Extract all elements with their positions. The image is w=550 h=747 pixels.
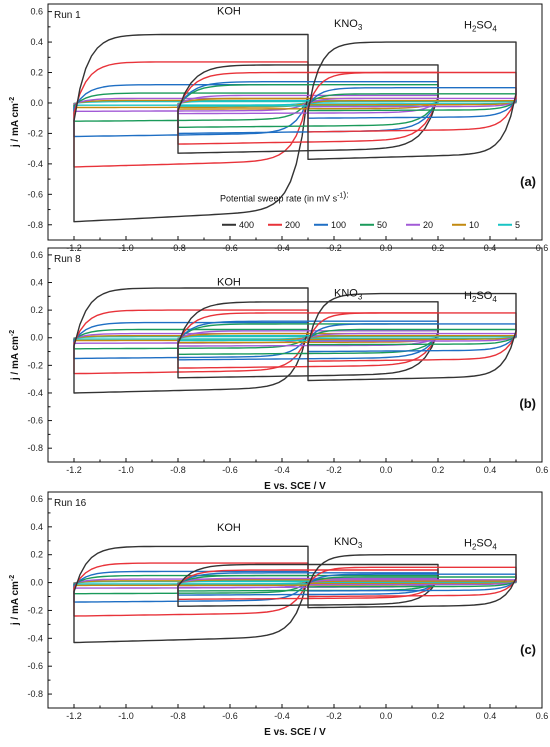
x-tick-label: 0.6	[536, 465, 549, 475]
panel-letter: (b)	[519, 396, 536, 411]
plot-frame	[47, 247, 543, 463]
electrolyte-label: KNO3	[334, 287, 363, 301]
y-tick-label: -0.8	[27, 689, 43, 699]
cv-loop-h2so4-series-7	[307, 101, 517, 105]
y-tick-label: 0.2	[30, 550, 43, 560]
y-tick-label: 0.4	[30, 37, 43, 47]
y-tick-label: -0.6	[27, 189, 43, 199]
y-tick-label: 0.6	[30, 7, 43, 17]
electrolyte-label: KNO3	[334, 18, 363, 32]
y-tick-label: -0.2	[27, 360, 43, 370]
electrolyte-label: KNO3	[334, 536, 363, 550]
legend-entry-label: 200	[285, 220, 300, 230]
x-tick-label: -1.0	[118, 711, 134, 721]
chart-panel-3: -1.2 -1.0 -0.8 -0.6 -0.4 -0.2 0.0 0.2 0.4 0.6 -0.8…	[9, 491, 549, 738]
cv-loop-koh-series-1	[73, 287, 309, 394]
chart-panel-2: -1.2 -1.0 -0.8 -0.6 -0.4 -0.2 0.0 0.2 0.4 0.6 -0.8…	[9, 247, 549, 492]
x-tick-label: -0.2	[326, 465, 342, 475]
legend-entry-label: 50	[377, 220, 387, 230]
y-tick-label: -0.4	[27, 159, 43, 169]
y-axis-title: j / mA cm-2	[9, 97, 21, 148]
x-tick-label: 0.4	[484, 465, 497, 475]
panel-letter: (a)	[520, 174, 536, 189]
cv-loop-h2so4-series-1	[307, 41, 517, 160]
y-tick-label: -0.6	[27, 661, 43, 671]
x-tick-label: -0.8	[170, 711, 186, 721]
x-tick-label: -0.4	[274, 711, 290, 721]
y-tick-label: 0.6	[30, 250, 43, 260]
cv-loop-koh-series-3	[73, 84, 309, 138]
y-tick-label: 0.0	[30, 578, 43, 588]
x-tick-label: -0.8	[170, 465, 186, 475]
legend-entry-label: 5	[515, 220, 520, 230]
x-tick-label: -0.4	[274, 465, 290, 475]
cv-loop-kno3-series-1	[177, 301, 439, 379]
x-tick-label: -0.6	[222, 711, 238, 721]
x-axis-title: E vs. SCE / V	[264, 727, 326, 738]
cv-loop-h2so4-series-1	[307, 554, 517, 609]
y-tick-label: 0.0	[30, 333, 43, 343]
y-tick-label: 0.0	[30, 98, 43, 108]
cv-loop-kno3-series-1	[177, 64, 439, 154]
x-tick-label: 0.2	[432, 711, 445, 721]
electrolyte-label: KOH	[217, 522, 241, 534]
plot-frame	[47, 3, 543, 241]
cv-curves	[73, 287, 517, 394]
electrolyte-label: H2SO4	[464, 290, 497, 304]
y-axis-title: j / mA cm-2	[9, 330, 21, 381]
y-tick-label: -0.6	[27, 416, 43, 426]
plot-frame	[47, 491, 543, 709]
x-axis-title: E vs. SCE / V	[264, 481, 326, 492]
legend-entry-label: 400	[239, 220, 254, 230]
run-label: Run 8	[54, 254, 81, 265]
cv-curves	[73, 33, 517, 223]
panel-letter: (c)	[520, 642, 536, 657]
cv-loop-h2so4-series-6	[307, 335, 517, 341]
electrolyte-label: KOH	[217, 276, 241, 288]
y-tick-label: -0.2	[27, 128, 43, 138]
x-tick-label: 0.2	[432, 465, 445, 475]
x-tick-label: -1.0	[118, 465, 134, 475]
cv-loop-koh-series-1	[73, 33, 309, 223]
run-label: Run 16	[54, 498, 87, 509]
legend-entry-label: 10	[469, 220, 479, 230]
x-tick-label: 0.0	[380, 465, 393, 475]
x-tick-label: 0.6	[536, 711, 549, 721]
x-tick-label: -0.6	[222, 465, 238, 475]
electrolyte-label: KOH	[217, 6, 241, 18]
x-tick-label: 0.4	[484, 711, 497, 721]
cv-loop-h2so4-series-2	[307, 71, 517, 133]
cv-loop-h2so4-series-1	[307, 292, 517, 382]
run-label: Run 1	[54, 10, 81, 21]
electrolyte-label: H2SO4	[464, 19, 497, 33]
y-tick-label: 0.4	[30, 522, 43, 532]
cv-loop-h2so4-series-3	[307, 87, 517, 119]
electrolyte-label: H2SO4	[464, 537, 497, 551]
y-tick-label: -0.2	[27, 605, 43, 615]
chart-panel-1: -1.2 -1.0 -0.8 -0.6 -0.4 -0.2 0.0 0.2 0.4 0.6-0.8…	[9, 3, 548, 253]
legend: Potential sweep rate (in mV s-1): 400 200 1…	[220, 189, 520, 229]
legend-entry-label: 100	[331, 220, 346, 230]
y-tick-label: -0.8	[27, 443, 43, 453]
legend-entry-label: 20	[423, 220, 433, 230]
y-tick-label: -0.8	[27, 220, 43, 230]
y-tick-label: 0.4	[30, 278, 43, 288]
y-axis-title: j / mA cm-2	[9, 575, 21, 626]
cv-loop-h2so4-series-6	[307, 100, 517, 106]
cv-curves	[73, 545, 517, 644]
cv-loop-h2so4-series-7	[307, 335, 517, 340]
panels-group: -1.2 -1.0 -0.8 -0.6 -0.4 -0.2 0.0 0.2 0.4 0.6 -0.8…	[9, 3, 549, 738]
y-tick-label: -0.4	[27, 633, 43, 643]
y-tick-label: 0.2	[30, 68, 43, 78]
x-tick-label: 0.0	[380, 711, 393, 721]
x-tick-label: -0.2	[326, 711, 342, 721]
y-tick-label: 0.6	[30, 494, 43, 504]
y-tick-label: -0.4	[27, 388, 43, 398]
x-tick-label: -1.2	[66, 465, 82, 475]
x-tick-label: -1.2	[66, 711, 82, 721]
legend-title: Potential sweep rate (in mV s-1):	[220, 189, 349, 203]
y-tick-label: 0.2	[30, 305, 43, 315]
